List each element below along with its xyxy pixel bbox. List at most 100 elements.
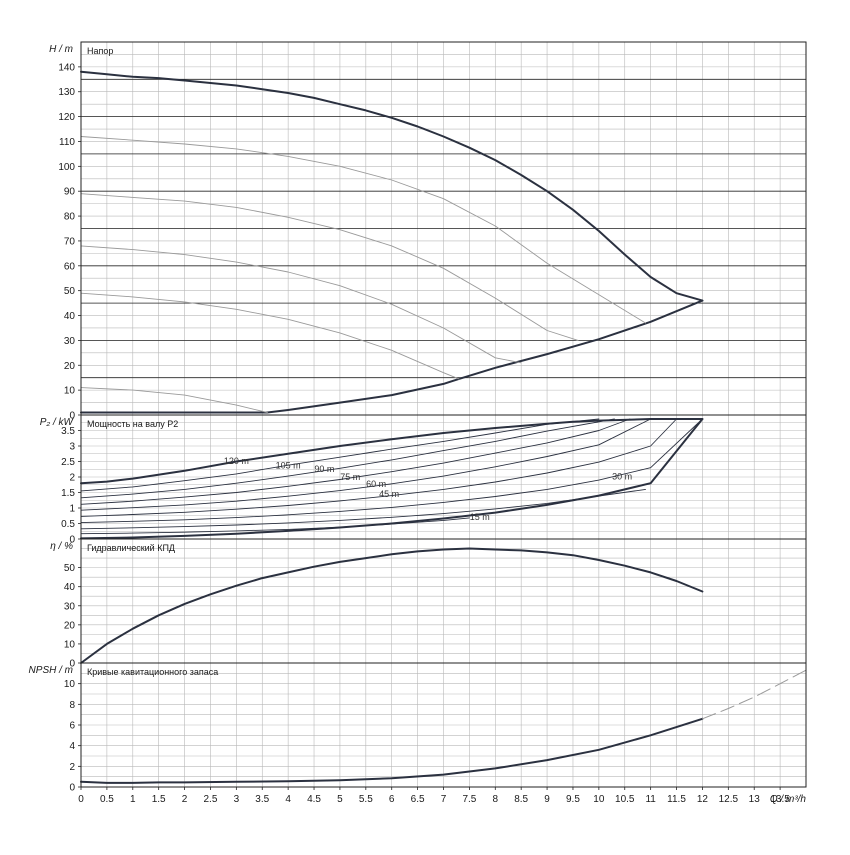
y-tick-label: 30: [64, 336, 76, 347]
y-tick-label: 2: [69, 473, 75, 484]
y-tick-label: 80: [64, 212, 76, 223]
x-tick-label: 11: [645, 794, 656, 805]
x-tick-label: 6: [389, 794, 395, 805]
curve-label: 30 m: [612, 471, 632, 481]
power-series-line: [80, 418, 704, 485]
y-tick-label: 120: [58, 112, 75, 123]
y-tick-label: 0.5: [61, 519, 75, 530]
npsh-series-line: [80, 717, 704, 784]
npsh-panel-title: Кривые кавитационного запаса: [87, 667, 218, 677]
y-tick-label: 140: [58, 62, 75, 73]
efficiency-y-axis-label: η / %: [50, 541, 73, 552]
power-y-axis-label: P₂ / kW: [40, 417, 75, 428]
power-panel-title: Мощность на валу P2: [87, 419, 178, 429]
power-series-line: [80, 488, 646, 530]
head-panel-title: Напор: [87, 46, 113, 56]
power-series-line: [80, 517, 470, 535]
x-axis-label: Q / m³/h: [770, 794, 807, 805]
curve-label: 120 m: [224, 456, 249, 466]
x-tick-label: 9.5: [566, 794, 580, 805]
y-tick-label: 90: [64, 187, 76, 198]
y-tick-label: 0: [69, 535, 75, 546]
y-tick-label: 10: [64, 639, 76, 650]
efficiency-series-line: [80, 547, 704, 664]
y-tick-label: 30: [64, 601, 76, 612]
head-series-line: [80, 136, 646, 324]
power-series-line: [80, 418, 600, 492]
y-tick-label: 6: [69, 721, 75, 732]
y-tick-label: 2.5: [61, 457, 75, 468]
y-tick-label: 110: [59, 137, 75, 148]
head-y-axis-label: H / m: [49, 44, 73, 55]
y-tick-label: 2: [69, 762, 75, 773]
x-tick-label: 10: [593, 794, 605, 805]
head-series-line: [80, 193, 579, 341]
y-tick-label: 40: [64, 582, 76, 593]
x-tick-label: 6.5: [411, 794, 425, 805]
x-tick-label: 0.5: [100, 794, 114, 805]
y-tick-label: 10: [64, 679, 76, 690]
x-tick-label: 3.5: [255, 794, 269, 805]
power-series-line: [80, 418, 677, 517]
x-tick-label: 7: [441, 794, 447, 805]
head-series-line: [80, 292, 460, 380]
x-tick-label: 1.5: [152, 794, 166, 805]
x-tick-label: 12: [697, 794, 709, 805]
power-series-line: [80, 418, 704, 540]
head-series-line: [80, 299, 704, 414]
x-tick-label: 5: [337, 794, 343, 805]
curve-label: 45 m: [379, 489, 399, 499]
x-tick-label: 7.5: [462, 794, 476, 805]
head-series-line: [80, 70, 704, 302]
y-tick-label: 20: [64, 620, 76, 631]
grid-layer: [81, 42, 806, 787]
power-series-line: [80, 418, 703, 524]
x-tick-label: 4: [285, 794, 291, 805]
head-series-line: [80, 387, 268, 413]
x-tick-label: 12.5: [719, 794, 739, 805]
x-tick-label: 9: [544, 794, 550, 805]
x-tick-label: 13.5: [770, 794, 790, 805]
y-tick-label: 4: [69, 741, 75, 752]
x-tick-label: 0: [78, 794, 84, 805]
npsh-y-axis-label: NPSH / m: [29, 665, 73, 676]
efficiency-panel-title: Гидравлический КПД: [87, 543, 175, 553]
x-tick-label: 11.5: [667, 794, 686, 805]
y-tick-label: 10: [64, 386, 76, 397]
y-tick-label: 1.5: [61, 488, 75, 499]
y-tick-label: 0: [69, 411, 75, 422]
series-layer: [80, 70, 807, 784]
power-series-line: [80, 418, 631, 505]
curve-label: 60 m: [366, 479, 386, 489]
y-tick-label: 70: [64, 236, 76, 247]
power-series-line: [80, 418, 652, 511]
y-tick-label: 1: [69, 504, 75, 515]
y-tick-label: 3.5: [61, 426, 75, 437]
x-tick-label: 1: [130, 794, 136, 805]
x-tick-label: 3: [234, 794, 240, 805]
y-tick-label: 0: [69, 783, 75, 794]
y-tick-label: 50: [64, 286, 76, 297]
x-tick-label: 4.5: [307, 794, 321, 805]
power-series-line: [80, 418, 615, 499]
x-tick-label: 8.5: [514, 794, 528, 805]
y-tick-label: 0: [69, 659, 75, 670]
y-tick-label: 100: [58, 162, 75, 173]
y-tick-label: 40: [64, 311, 76, 322]
x-tick-label: 8: [493, 794, 499, 805]
curve-label: 90 m: [314, 464, 334, 474]
x-tick-label: 10.5: [615, 794, 635, 805]
y-tick-label: 8: [69, 700, 75, 711]
x-tick-label: 13: [749, 794, 761, 805]
x-tick-label: 2.5: [204, 794, 218, 805]
frame-layer: [78, 41, 807, 790]
curve-label: 105 m: [276, 460, 301, 470]
x-tick-label: 2: [182, 794, 188, 805]
x-tick-label: 5.5: [359, 794, 373, 805]
y-tick-label: 60: [64, 261, 76, 272]
curve-label: 15 m: [470, 512, 490, 522]
curve-label: 75 m: [340, 472, 360, 482]
